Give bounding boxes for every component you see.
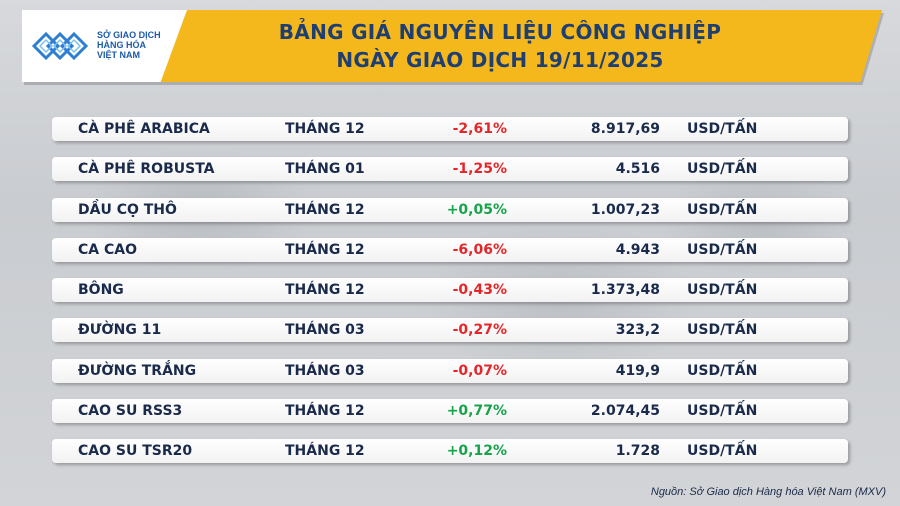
price-change: -2,61% [452, 121, 507, 137]
commodity-name: CAO SU TSR20 [78, 443, 193, 460]
price-change: +0,12% [446, 443, 507, 460]
price-unit: USD/TẤN [687, 322, 758, 339]
table-row: ĐƯỜNG 11 THÁNG 03 -0,27% 323,2 USD/TẤN [52, 318, 848, 343]
title-line2: NGÀY GIAO DỊCH 19/11/2025 [336, 48, 664, 72]
table-row: CAO SU RSS3 THÁNG 12 +0,77% 2.074,45 USD/TẤN [52, 399, 848, 424]
contract-month: THÁNG 12 [285, 241, 365, 258]
table-row: ĐƯỜNG TRẮNG THÁNG 03 -0,07% 419,9 USD/TẤN [52, 358, 848, 383]
contract-month: THÁNG 12 [285, 201, 365, 218]
commodity-name: CAO SU RSS3 [78, 403, 183, 420]
price-value: 419,9 [615, 362, 660, 379]
price-value: 1.728 [615, 443, 660, 460]
table-row: CAO SU TSR20 THÁNG 12 +0,12% 1.728 USD/TẤN [52, 439, 848, 464]
contract-month: THÁNG 12 [285, 443, 365, 460]
price-change: -1,25% [452, 161, 507, 178]
logo-text: SỞ GIAO DỊCH HÀNG HÓA VIỆT NAM [97, 30, 177, 60]
contract-month: THÁNG 12 [285, 121, 365, 137]
price-value: 1.007,23 [590, 201, 660, 218]
table-row: BÔNG THÁNG 12 -0,43% 1.373,48 USD/TẤN [52, 278, 848, 303]
price-change: -0,27% [452, 322, 507, 339]
contract-month: THÁNG 03 [285, 322, 365, 339]
commodity-name: ĐƯỜNG TRẮNG [78, 362, 197, 379]
commodity-name: CÀ PHÊ ARABICA [78, 121, 210, 137]
price-unit: USD/TẤN [687, 443, 758, 460]
source-note: Nguồn: Sở Giao dịch Hàng hóa Việt Nam (M… [650, 486, 886, 498]
price-change: -0,43% [452, 282, 507, 299]
table-row: CÀ PHÊ ROBUSTA THÁNG 01 -1,25% 4.516 USD/TẤN [52, 157, 848, 182]
commodity-name: CA CAO [78, 241, 137, 258]
price-change: +0,05% [446, 201, 507, 218]
price-value: 323,2 [615, 322, 660, 339]
table-row: DẦU CỌ THÔ THÁNG 12 +0,05% 1.007,23 USD/TẤN [52, 197, 848, 222]
price-table: CÀ PHÊ ARABICA THÁNG 12 -2,61% 8.917,69 USD/… [52, 117, 848, 480]
commodity-name: CÀ PHÊ ROBUSTA [78, 161, 215, 178]
contract-month: THÁNG 12 [285, 403, 365, 420]
logo-text-line1: SỞ GIAO DỊCH [97, 30, 161, 40]
price-unit: USD/TẤN [687, 282, 758, 299]
price-value: 4.516 [615, 161, 660, 178]
commodity-name: DẦU CỌ THÔ [78, 201, 177, 218]
price-change: +0,77% [446, 403, 507, 420]
price-change: -0,07% [452, 362, 507, 379]
price-value: 4.943 [615, 241, 660, 258]
commodity-name: BÔNG [78, 282, 124, 299]
price-value: 1.373,48 [590, 282, 660, 299]
price-unit: USD/TẤN [687, 121, 758, 137]
contract-month: THÁNG 01 [285, 161, 365, 178]
contract-month: THÁNG 03 [285, 362, 365, 379]
commodity-name: ĐƯỜNG 11 [78, 322, 162, 339]
price-value: 2.074,45 [590, 403, 660, 420]
mxv-logo-icon [32, 31, 89, 61]
price-unit: USD/TẤN [687, 161, 758, 178]
price-value: 8.917,69 [590, 121, 660, 137]
logo-text-line2: HÀNG HÓA [97, 40, 146, 50]
price-unit: USD/TẤN [687, 362, 758, 379]
price-unit: USD/TẤN [687, 201, 758, 218]
contract-month: THÁNG 12 [285, 282, 365, 299]
page-title: BẢNG GIÁ NGUYÊN LIỆU CÔNG NGHIỆP NGÀY GI… [185, 18, 815, 74]
table-row: CA CAO THÁNG 12 -6,06% 4.943 USD/TẤN [52, 237, 848, 262]
table-row: CÀ PHÊ ARABICA THÁNG 12 -2,61% 8.917,69 USD/… [52, 117, 848, 141]
price-unit: USD/TẤN [687, 403, 758, 420]
logo-text-line3: VIỆT NAM [97, 50, 141, 60]
price-unit: USD/TẤN [687, 241, 758, 258]
title-line1: BẢNG GIÁ NGUYÊN LIỆU CÔNG NGHIỆP [278, 20, 722, 44]
price-change: -6,06% [452, 241, 507, 258]
